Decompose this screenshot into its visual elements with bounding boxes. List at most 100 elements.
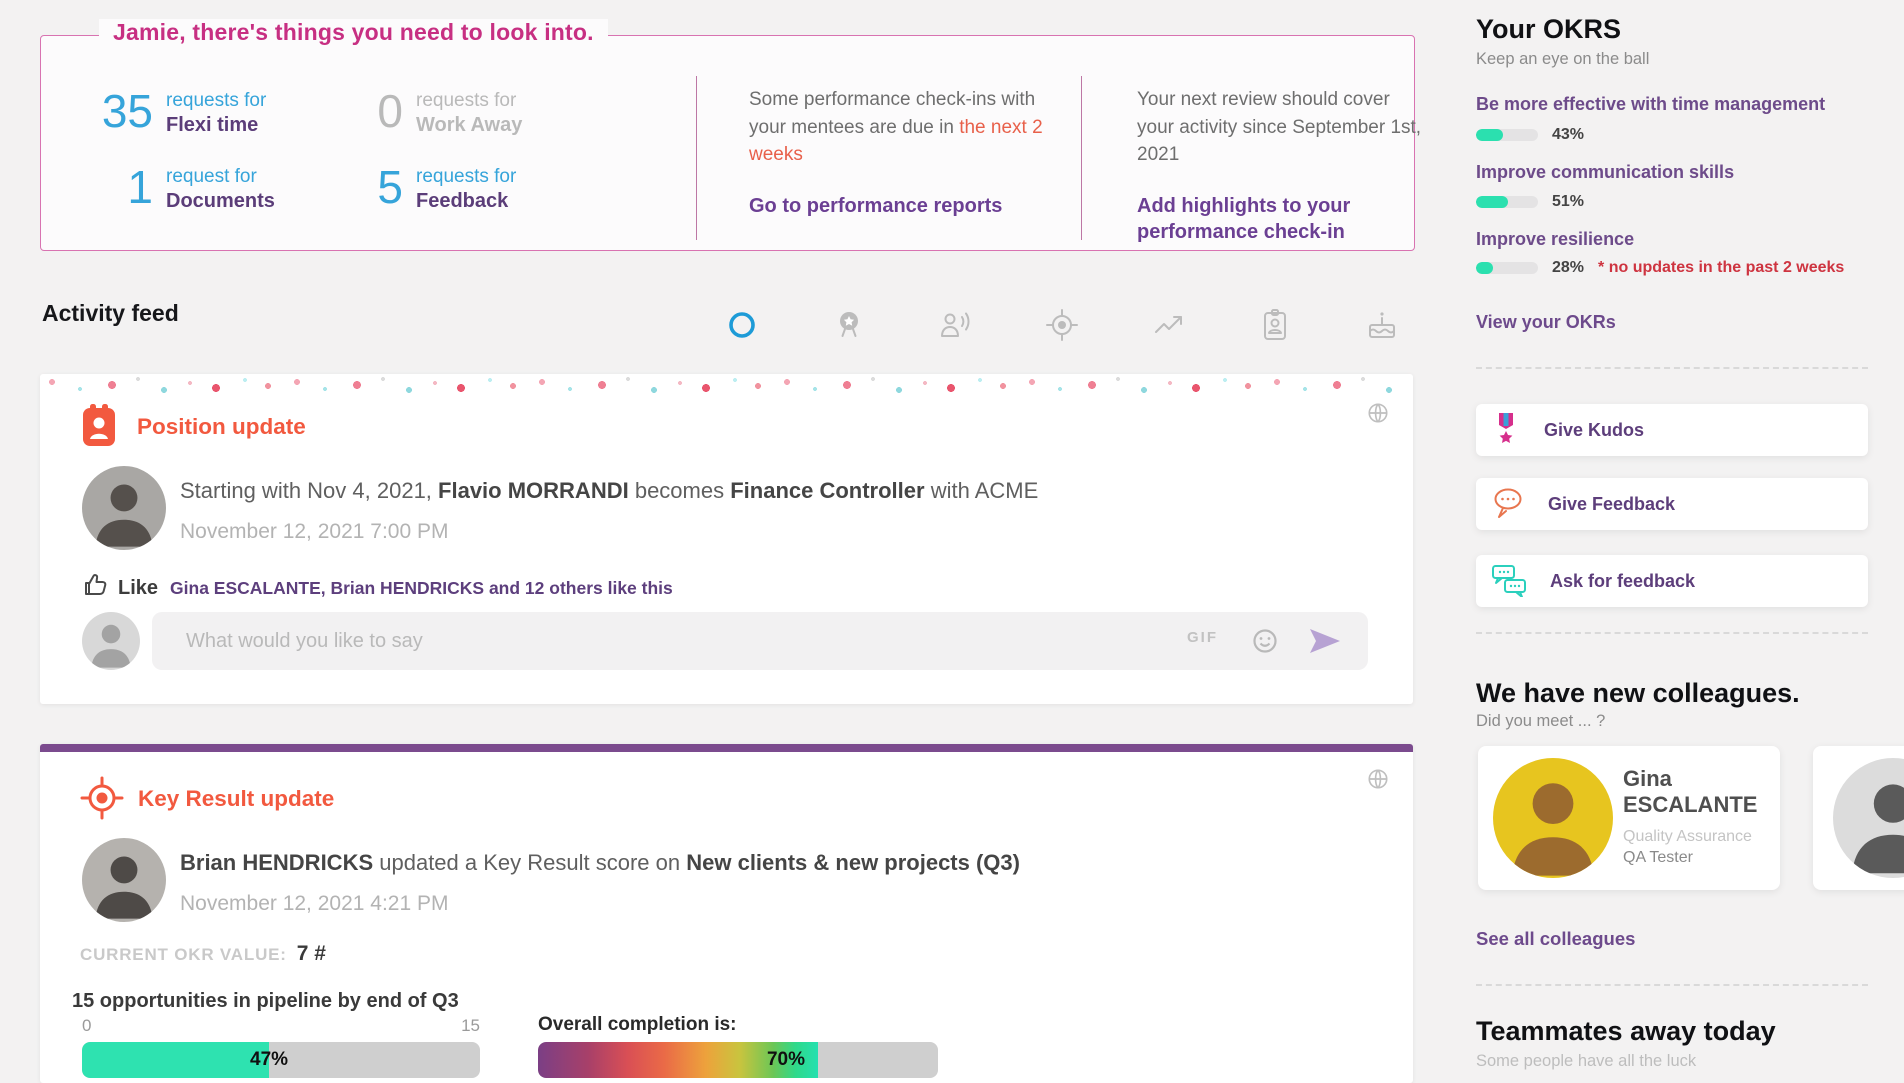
documents-label-2: Documents bbox=[166, 189, 275, 212]
filter-all-icon[interactable] bbox=[724, 307, 760, 343]
teammates-away-heading: Teammates away today bbox=[1476, 1016, 1776, 1046]
okr-progress-fill bbox=[1476, 262, 1494, 274]
thumbs-up-icon bbox=[82, 572, 108, 604]
visibility-globe-icon[interactable] bbox=[1367, 768, 1389, 790]
checkins-reminder: Some performance check-ins with your men… bbox=[749, 86, 1059, 219]
request-stats: 35 requests for Flexi time 0 requests fo… bbox=[75, 85, 665, 214]
key-result-text: Brian HENDRICKS updated a Key Result sco… bbox=[180, 850, 1020, 875]
flexi-time-count: 35 bbox=[101, 85, 153, 137]
like-button[interactable]: Like bbox=[82, 572, 158, 604]
overall-completion-pct: 70% bbox=[766, 1049, 806, 1070]
okr-stale-warning: * no updates in the past 2 weeks bbox=[1598, 259, 1845, 276]
stat-work-away[interactable]: 0 requests for Work Away bbox=[325, 85, 625, 138]
okr-progress-track bbox=[1476, 196, 1538, 208]
filter-birthday-cake-icon[interactable] bbox=[1364, 307, 1400, 343]
filter-okr-target-icon[interactable] bbox=[1044, 307, 1080, 343]
feedback-label-2: Feedback bbox=[416, 189, 509, 212]
emoji-icon[interactable] bbox=[1250, 626, 1280, 656]
comment-box: GIF bbox=[152, 612, 1368, 670]
your-okrs-heading: Your OKRS bbox=[1476, 14, 1622, 44]
author-name: Brian HENDRICKS bbox=[180, 850, 374, 875]
overall-completion-fill bbox=[538, 1042, 818, 1078]
checkins-text: Some performance check-ins with your men… bbox=[749, 89, 1036, 138]
okr-item-progress: 51% bbox=[1476, 193, 1584, 211]
review-text: Your next review should cover your activ… bbox=[1137, 89, 1422, 166]
filter-announcement-person-icon[interactable] bbox=[937, 307, 973, 343]
okr-item-label: Improve resilience bbox=[1476, 229, 1635, 249]
okr-item-label: Improve communication skills bbox=[1476, 162, 1735, 182]
send-icon[interactable] bbox=[1308, 626, 1342, 656]
position-update-text: Starting with Nov 4, 2021, Flavio MORRAN… bbox=[180, 478, 1039, 503]
brian-avatar bbox=[82, 838, 166, 922]
filter-kudos-medal-icon[interactable] bbox=[831, 307, 867, 343]
okr-progress-track bbox=[1476, 129, 1538, 141]
filter-trend-up-icon[interactable] bbox=[1151, 307, 1187, 343]
like-label: Like bbox=[118, 576, 159, 599]
ask-for-feedback-button[interactable]: Ask for feedback bbox=[1476, 555, 1868, 607]
give-kudos-label: Give Kudos bbox=[1544, 419, 1645, 440]
colleague-card[interactable]: Gina ESCALANTE Quality Assurance QA Teste… bbox=[1478, 746, 1780, 890]
colleague-department: Quality Assurance bbox=[1623, 828, 1752, 845]
checkins-due-highlight: the next 2 weeks bbox=[749, 116, 1043, 166]
current-okr-value-row: CURRENT OKR VALUE: 7 # bbox=[80, 942, 326, 966]
scale-max: 15 bbox=[461, 1016, 480, 1035]
work-away-count: 0 bbox=[377, 85, 403, 137]
okr-progress-track bbox=[1476, 262, 1538, 274]
add-highlights-link[interactable]: Add highlights to your performance check… bbox=[1137, 194, 1351, 243]
position-update-card: Position update Starting with Nov 4, 202… bbox=[40, 374, 1413, 704]
comment-input[interactable] bbox=[186, 612, 916, 670]
documents-count: 1 bbox=[127, 160, 153, 213]
key-result-update-card: Key Result update Brian HENDRICKS update… bbox=[40, 744, 1413, 1083]
banner-title: Jamie, there's things you need to look i… bbox=[99, 19, 608, 46]
likers-text[interactable]: Gina ESCALANTE, Brian HENDRICKS and 12 o… bbox=[170, 577, 673, 598]
work-away-label-1: requests for bbox=[416, 90, 517, 111]
okr-progress-fill bbox=[1476, 129, 1503, 141]
person-name: Flavio MORRANDI bbox=[438, 478, 629, 503]
your-okrs-subtitle: Keep an eye on the ball bbox=[1476, 50, 1650, 68]
gina-avatar bbox=[1493, 758, 1613, 878]
performance-reports-link[interactable]: Go to performance reports bbox=[749, 194, 1003, 217]
stat-feedback[interactable]: 5 requests for Feedback bbox=[325, 160, 625, 214]
feedback-label-1: requests for bbox=[416, 165, 517, 187]
kudos-medal-icon bbox=[1490, 411, 1522, 450]
confetti-strip bbox=[40, 374, 1413, 396]
ask-for-feedback-label: Ask for feedback bbox=[1550, 570, 1696, 591]
objective-name: New clients & new projects (Q3) bbox=[686, 850, 1020, 875]
okr-progress-fill bbox=[1476, 196, 1508, 208]
give-kudos-button[interactable]: Give Kudos bbox=[1476, 404, 1868, 456]
kr-progress-bar: 47% bbox=[82, 1042, 480, 1078]
key-result-update-title: Key Result update bbox=[138, 786, 335, 811]
review-reminder: Your next review should cover your activ… bbox=[1137, 86, 1427, 245]
teammates-away-subtitle: Some people have all the luck bbox=[1476, 1052, 1697, 1070]
position-update-icon bbox=[80, 402, 118, 453]
stat-flexi-time[interactable]: 35 requests for Flexi time bbox=[75, 85, 325, 138]
visibility-globe-icon[interactable] bbox=[1367, 402, 1389, 424]
colleague-card-partial[interactable] bbox=[1813, 746, 1904, 890]
give-feedback-button[interactable]: Give Feedback bbox=[1476, 478, 1868, 530]
ask-feedback-chat-icon bbox=[1490, 563, 1528, 600]
view-your-okrs-link[interactable]: View your OKRs bbox=[1476, 312, 1616, 332]
new-colleagues-subtitle: Did you meet ... ? bbox=[1476, 712, 1606, 730]
feedback-count: 5 bbox=[377, 160, 403, 213]
documents-label-1: request for bbox=[166, 165, 257, 187]
okr-progress-pct: 28% bbox=[1552, 259, 1585, 276]
like-row: Like Gina ESCALANTE, Brian HENDRICKS and… bbox=[82, 572, 673, 604]
flexi-time-label-1: requests for bbox=[166, 90, 267, 111]
okr-progress-pct: 43% bbox=[1552, 126, 1585, 143]
key-result-title: 15 opportunities in pipeline by end of Q… bbox=[72, 990, 459, 1012]
new-colleagues-heading: We have new colleagues. bbox=[1476, 678, 1800, 708]
flavio-avatar bbox=[82, 466, 166, 550]
post-timestamp: November 12, 2021 7:00 PM bbox=[180, 520, 449, 543]
key-result-target-icon bbox=[80, 776, 124, 825]
activity-feed-heading: Activity feed bbox=[42, 300, 179, 326]
feedback-bubble-icon bbox=[1490, 485, 1526, 524]
current-user-avatar bbox=[82, 612, 140, 670]
gif-button[interactable]: GIF bbox=[1187, 629, 1218, 646]
stat-documents[interactable]: 1 request for Documents bbox=[75, 160, 325, 214]
filter-position-badge-icon[interactable] bbox=[1257, 307, 1293, 343]
okr-item-progress: 43% bbox=[1476, 126, 1584, 144]
see-all-colleagues-link[interactable]: See all colleagues bbox=[1476, 928, 1636, 949]
overall-completion-label: Overall completion is: bbox=[538, 1014, 737, 1035]
give-feedback-label: Give Feedback bbox=[1548, 493, 1676, 514]
